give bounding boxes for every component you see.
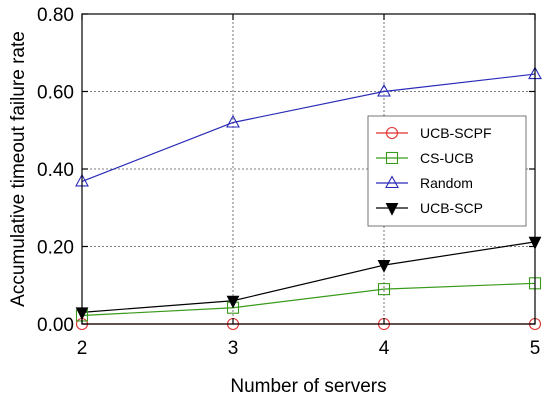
legend-marker-ucb-scp <box>385 202 399 216</box>
y-axis-ticks: 0.00 0.20 0.40 0.60 0.80 <box>37 5 535 336</box>
legend-label-ucb-scp: UCB-SCP <box>420 200 483 216</box>
point-ucb-scp-4 <box>377 260 391 273</box>
point-cs-ucb-4 <box>377 283 391 296</box>
legend-marker-cs-ucb <box>385 151 399 165</box>
point-random-3 <box>226 114 240 128</box>
point-ucb-scp-3 <box>226 295 240 309</box>
y-tick-label: 0.20 <box>37 238 74 259</box>
x-axis-ticks: 2 3 4 5 <box>77 14 541 359</box>
x-tick-label: 4 <box>379 338 390 359</box>
x-tick-label: 3 <box>228 338 239 359</box>
y-axis-title: Accumulative timeout failure rate <box>8 31 29 307</box>
series-line-cs-ucb <box>81 282 536 317</box>
y-tick-label: 0.60 <box>37 83 74 104</box>
x-tick-label: 5 <box>530 338 541 359</box>
series-line-ucb-scp <box>81 241 536 313</box>
series-line-random <box>81 73 536 182</box>
y-tick-label: 0.40 <box>37 160 74 181</box>
legend-label-cs-ucb: CS-UCB <box>420 150 474 166</box>
legend-label-random: Random <box>420 175 473 191</box>
y-tick-label: 0.00 <box>37 315 74 336</box>
legend: UCB-SCPF CS-UCB Random UCB-SCP <box>367 115 527 227</box>
point-random-4 <box>377 83 391 97</box>
legend-marker-random <box>385 175 399 189</box>
legend-marker-ucb-scpf <box>385 126 399 140</box>
y-tick-label: 0.80 <box>37 5 74 26</box>
x-axis-title: Number of servers <box>230 376 386 397</box>
legend-label-ucb-scpf: UCB-SCPF <box>420 125 492 141</box>
x-tick-label: 2 <box>77 338 88 359</box>
